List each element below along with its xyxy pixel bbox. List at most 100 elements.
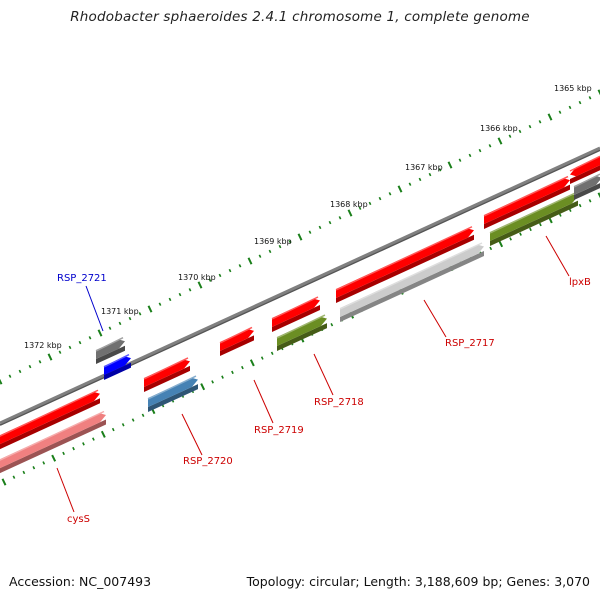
outer-tick-33 (328, 220, 332, 225)
outer-tick-25 (247, 257, 253, 265)
gene-olive-1-side (277, 323, 327, 351)
gene-darkgray-2-highlight (573, 173, 600, 188)
gene-blue-1 (103, 353, 131, 380)
label-leader-lines (56, 235, 570, 513)
gene-darkgray-1-side (96, 345, 125, 364)
gene-red-3-side (220, 335, 254, 356)
gene-label-lpxb: lpxB (569, 277, 591, 288)
outer-tick-44 (438, 168, 442, 172)
outer-tick-42 (418, 177, 422, 182)
outer-tick-43 (428, 172, 432, 177)
gene-red-7-highlight (569, 155, 600, 172)
gene-pink-1-body (0, 413, 106, 469)
inner-tick-53 (529, 227, 532, 232)
gene-red-6-side (484, 184, 570, 229)
chromosome-backbone (0, 146, 600, 426)
inner-tick-4 (42, 461, 46, 465)
gene-olive-1-body (277, 316, 327, 346)
leader-rsp-2721 (85, 285, 104, 332)
outer-tick-55 (547, 113, 553, 121)
gene-red-3-body (220, 329, 254, 351)
gene-red-4-side (272, 305, 320, 332)
leader-rsp-2717 (423, 299, 447, 338)
outer-tick-36 (358, 206, 362, 210)
inner-tick-54 (539, 222, 542, 227)
gene-pink-1-side (0, 419, 106, 474)
scale-label-1367: 1367 kbp (405, 163, 443, 172)
scale-label-1366: 1366 kbp (480, 124, 518, 133)
outer-tick-49 (488, 144, 492, 148)
backbone-shadow (0, 149, 600, 426)
outer-tick-9 (88, 336, 92, 340)
backbone-line (0, 146, 600, 425)
gene-steelblue-1-highlight (147, 375, 197, 400)
gene-pink-1 (0, 410, 106, 474)
gene-gray-1-side (340, 251, 484, 322)
leader-rsp-2718 (313, 353, 334, 396)
outer-tick-56 (558, 110, 562, 114)
outer-tick-53 (528, 124, 532, 129)
gene-steelblue-1 (147, 375, 198, 412)
outer-tick-52 (518, 129, 522, 134)
inner-tick-51 (509, 237, 512, 241)
gene-red-4 (271, 296, 320, 332)
outer-tick-46 (458, 158, 462, 162)
gene-red-3 (219, 326, 254, 356)
gene-red-7-side (570, 165, 600, 184)
outer-tick-40 (397, 185, 403, 193)
gene-olive-2-body (490, 194, 578, 241)
gene-darkgray-2 (573, 173, 600, 200)
leader-rsp-2720 (181, 413, 203, 456)
inner-tick-6 (62, 451, 65, 456)
outer-tick-50 (497, 137, 503, 145)
gene-red-1-side (0, 398, 100, 450)
outer-tick-14 (138, 312, 142, 316)
outer-tick-5 (47, 353, 53, 361)
leader-cyss (56, 467, 75, 513)
scale-label-1368: 1368 kbp (330, 200, 368, 209)
outer-tick-58 (578, 100, 582, 105)
outer-tick-3 (28, 364, 32, 369)
outer-tick-29 (288, 240, 292, 244)
outer-tick-41 (408, 182, 412, 186)
outer-tick-17 (168, 297, 172, 302)
inner-tick-23 (231, 370, 234, 375)
gene-red-6-body (484, 178, 570, 224)
gene-blue-1-side (104, 362, 131, 380)
outer-tick-19 (188, 288, 192, 292)
inner-tick-12 (121, 423, 125, 427)
outer-tick-30 (297, 233, 303, 241)
gene-red-2-body (144, 359, 190, 387)
gene-red-2 (143, 357, 190, 392)
gene-gray-1-body (340, 244, 484, 317)
outer-tick-12 (118, 321, 122, 326)
scale-label-1371: 1371 kbp (101, 307, 139, 316)
gene-darkgray-1-highlight (95, 337, 124, 352)
outer-tick-20 (197, 281, 203, 289)
gene-red-6-highlight (483, 175, 569, 217)
leader-lpxb (545, 235, 570, 277)
outer-tick-45 (447, 161, 453, 169)
gene-red-5 (335, 226, 474, 303)
outer-tick-0 (0, 378, 3, 385)
inner-tick-10 (100, 430, 106, 438)
inner-tick-7 (72, 446, 75, 451)
inner-tick-20 (200, 383, 206, 391)
gene-red-1 (0, 389, 100, 450)
outer-tick-34 (338, 216, 342, 220)
outer-tick-57 (568, 105, 572, 110)
gene-olive-2-side (490, 200, 578, 246)
inner-tick-58 (578, 203, 582, 208)
inner-tick-3 (32, 466, 36, 470)
gene-darkgray-2-side (574, 183, 600, 200)
accession-text: Accession: NC_007493 (9, 574, 152, 589)
outer-tick-8 (78, 340, 82, 345)
scale-labels: 1365 kbp 1366 kbp 1367 kbp 1368 kbp 1369… (24, 84, 592, 350)
outer-tick-16 (158, 302, 162, 306)
outer-tick-15 (147, 305, 153, 313)
gene-red-4-highlight (271, 296, 319, 320)
inner-tick-9 (92, 437, 95, 441)
inner-tick-8 (82, 442, 85, 446)
outer-tick-13 (128, 316, 132, 321)
